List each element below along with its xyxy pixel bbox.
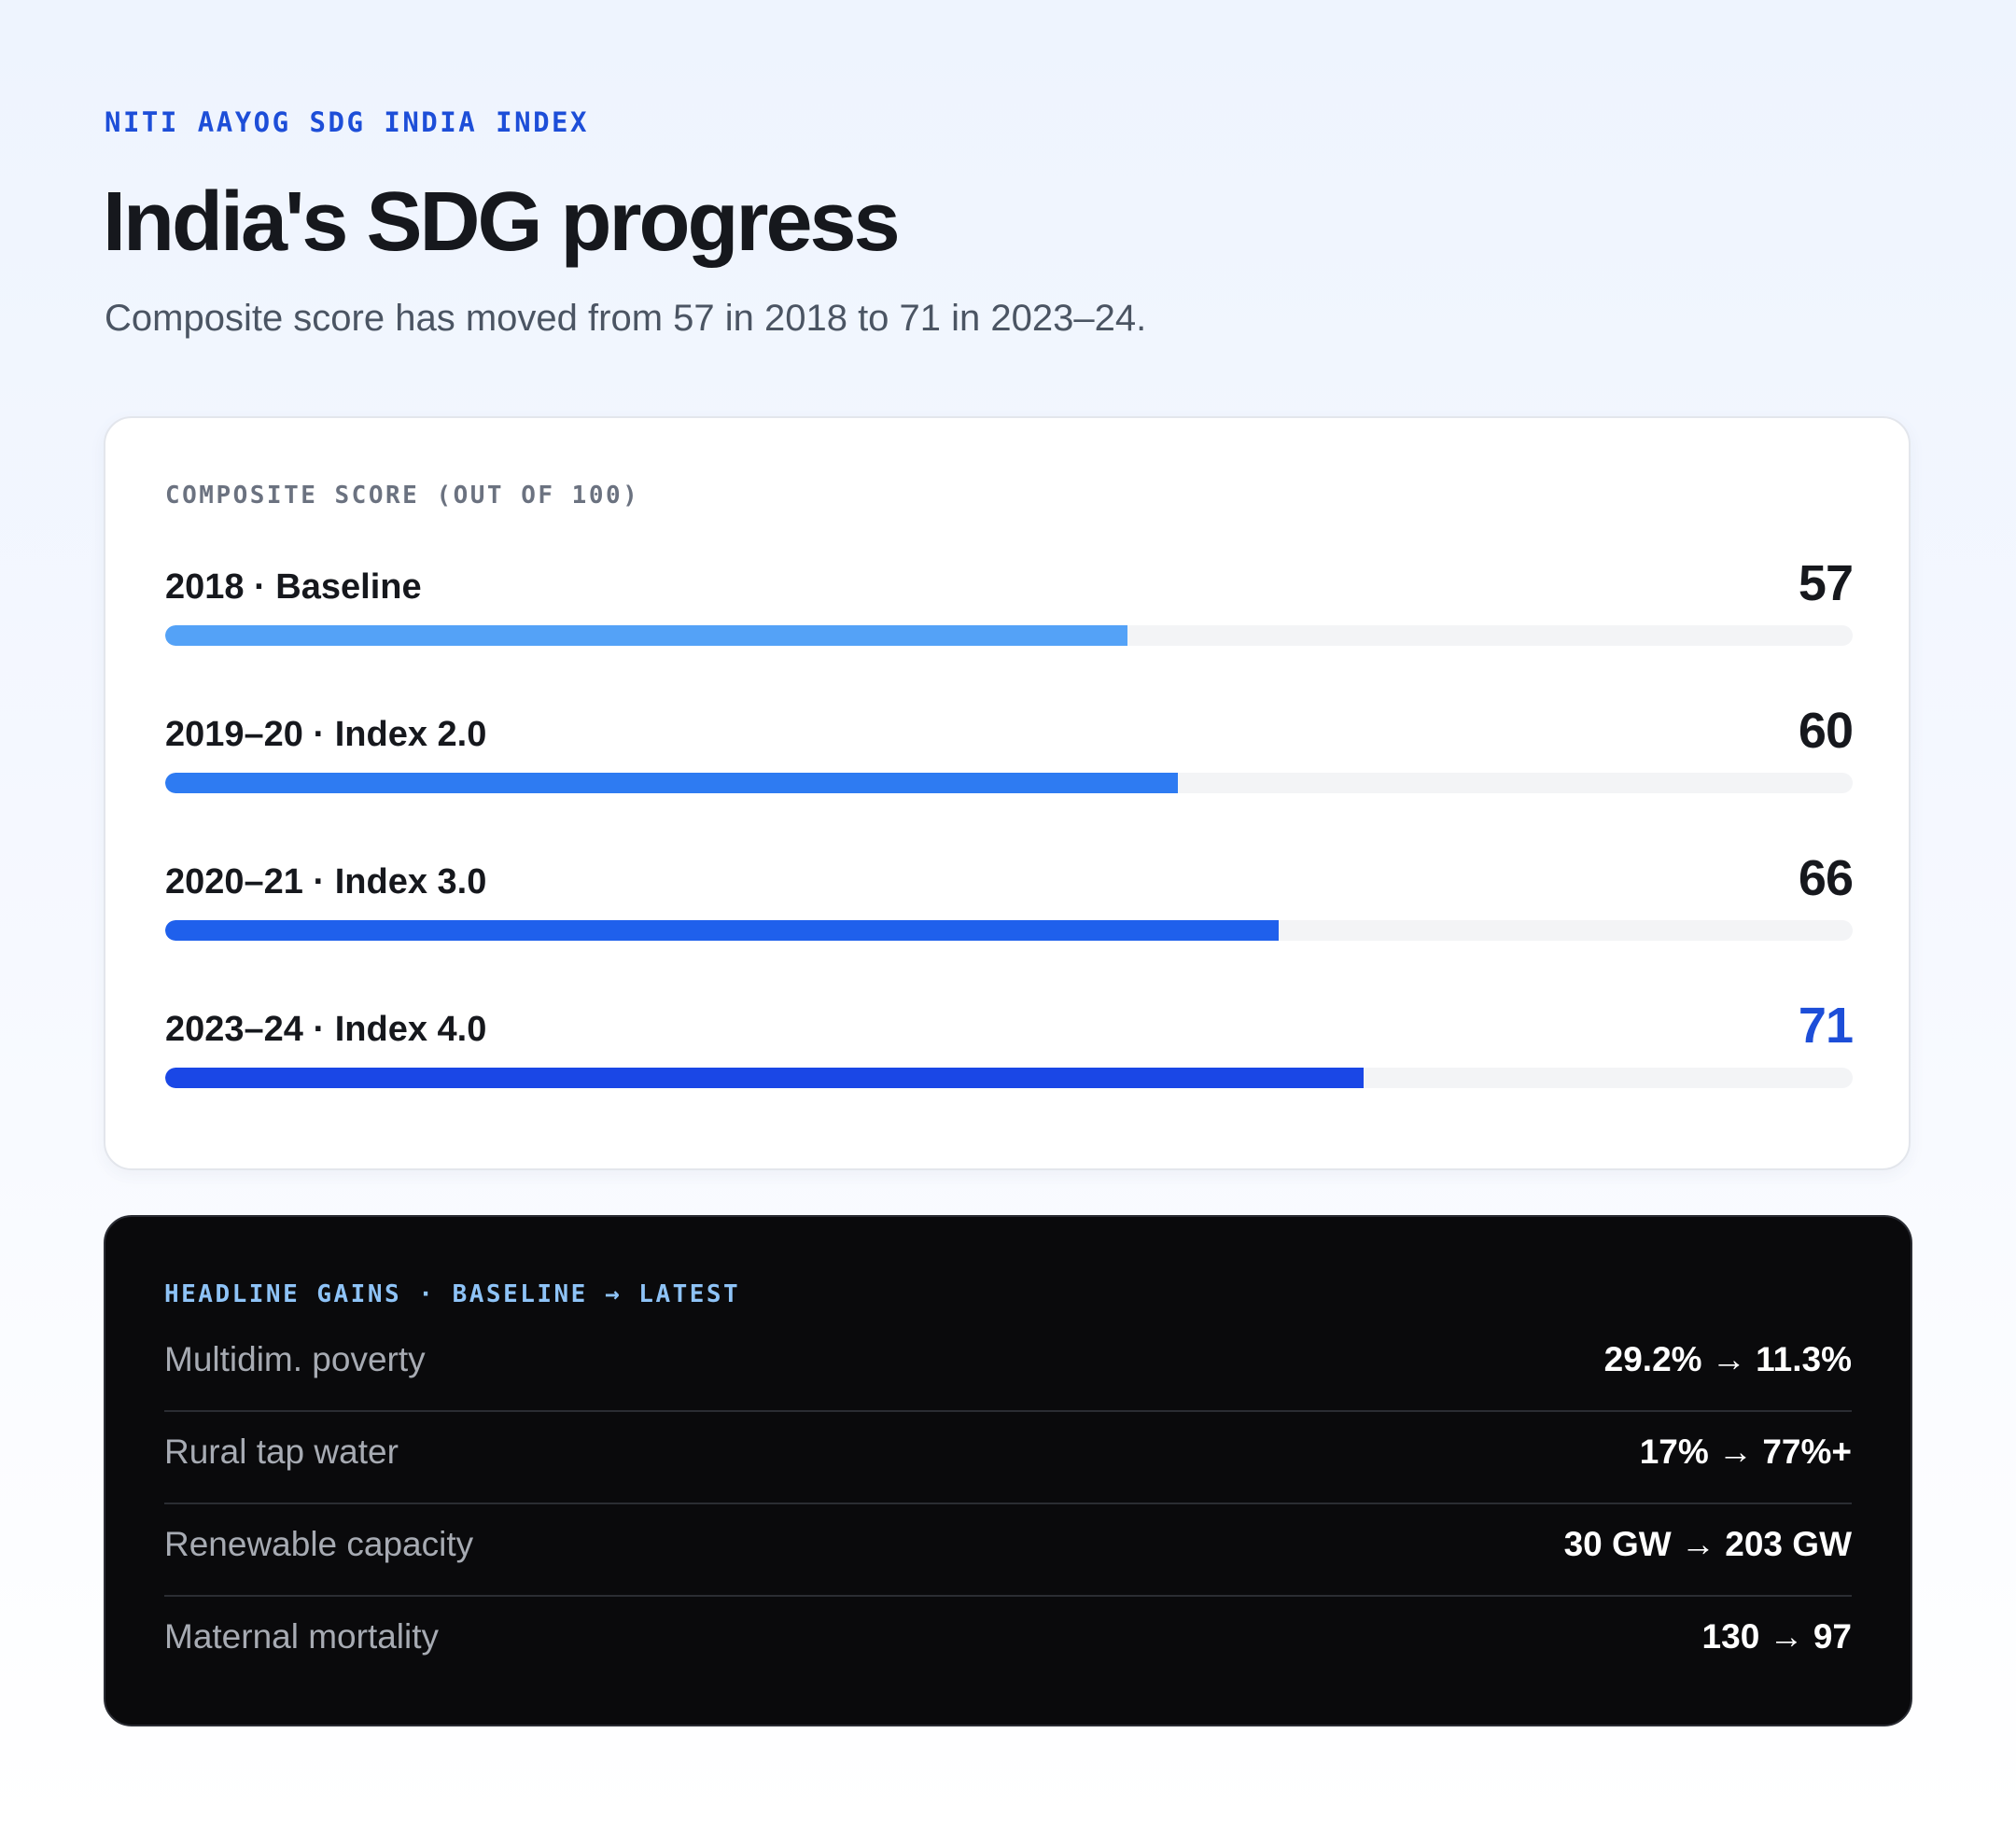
gain-label: Multidim. poverty xyxy=(164,1340,426,1378)
gain-value: 130 → 97 xyxy=(1701,1617,1852,1656)
bar-value-label: 60 xyxy=(1798,703,1854,759)
headline-gains-list: Multidim. poverty 29.2% → 11.3% Rural ta… xyxy=(164,1320,1852,1689)
bar-track xyxy=(165,773,1853,793)
page-title: India's SDG progress xyxy=(103,175,901,269)
gain-label: Maternal mortality xyxy=(164,1617,440,1656)
bar-value-label: 71 xyxy=(1798,998,1854,1054)
composite-score-card: COMPOSITE SCORE (OUT OF 100) 2018 · Base… xyxy=(104,416,1911,1170)
gain-row-maternal-mortality: Maternal mortality 130 → 97 xyxy=(164,1597,1852,1689)
page-subtitle: Composite score has moved from 57 in 201… xyxy=(105,298,1147,339)
bar-category-label: 2023–24 · Index 4.0 xyxy=(165,1010,487,1049)
bar-value-label: 66 xyxy=(1798,850,1854,906)
bar-category-label: 2019–20 · Index 2.0 xyxy=(165,715,487,754)
score-row: 2019–20 · Index 2.0 60 xyxy=(165,703,1854,853)
score-row: 2020–21 · Index 3.0 66 xyxy=(165,850,1854,1000)
bar-track xyxy=(165,1068,1853,1088)
eyebrow-label: NITI AAYOG SDG INDIA INDEX xyxy=(105,106,589,138)
score-row: 2023–24 · Index 4.0 71 xyxy=(165,998,1854,1148)
bar xyxy=(165,1068,1364,1088)
gain-value: 29.2% → 11.3% xyxy=(1603,1340,1852,1378)
composite-score-heading: COMPOSITE SCORE (OUT OF 100) xyxy=(165,482,640,510)
bar-track xyxy=(165,920,1853,941)
gain-label: Rural tap water xyxy=(164,1433,399,1471)
gain-label: Renewable capacity xyxy=(164,1525,474,1563)
bar-category-label: 2018 · Baseline xyxy=(165,567,422,607)
bar-value-label: 57 xyxy=(1798,555,1854,611)
bar xyxy=(165,625,1127,646)
gain-row-poverty: Multidim. poverty 29.2% → 11.3% xyxy=(164,1320,1852,1412)
score-row: 2018 · Baseline 57 xyxy=(165,555,1854,706)
headline-gains-heading: HEADLINE GAINS · BASELINE → LATEST xyxy=(164,1280,741,1308)
bar-track xyxy=(165,625,1853,646)
bar xyxy=(165,920,1280,941)
score-bar-chart: 2018 · Baseline 57 2019–20 · Index 2.0 60 20… xyxy=(165,555,1854,1148)
headline-gains-card: HEADLINE GAINS · BASELINE → LATEST Multi… xyxy=(104,1215,1912,1726)
bar xyxy=(165,773,1178,793)
bar-category-label: 2020–21 · Index 3.0 xyxy=(165,862,487,902)
gain-row-renewable: Renewable capacity 30 GW → 203 GW xyxy=(164,1504,1852,1597)
gain-row-tap-water: Rural tap water 17% → 77%+ xyxy=(164,1412,1852,1504)
gain-value: 30 GW → 203 GW xyxy=(1563,1525,1852,1563)
gain-value: 17% → 77%+ xyxy=(1639,1433,1852,1471)
